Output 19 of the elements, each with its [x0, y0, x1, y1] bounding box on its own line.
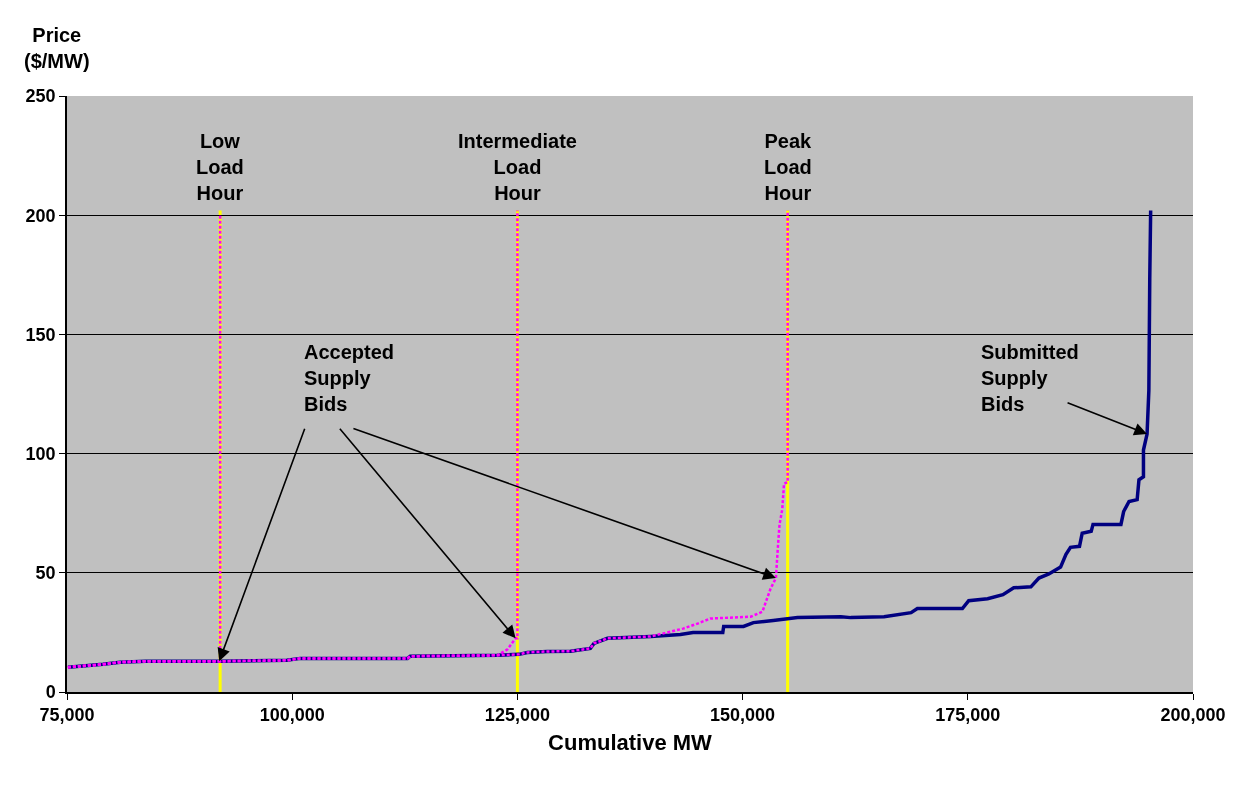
x-tick-label: 75,000 [39, 705, 95, 726]
y-tick-label: 250 [25, 86, 56, 107]
y-tick-label: 50 [35, 563, 56, 584]
x-tick-label: 200,000 [1160, 705, 1226, 726]
x-tick-label: 100,000 [259, 705, 325, 726]
x-tick-label: 125,000 [484, 705, 550, 726]
annotation: Submitted Supply Bids [981, 341, 1079, 415]
ref-line-label: Low Load Hour [196, 130, 244, 204]
ref-line-label: Peak Load Hour [764, 130, 813, 204]
x-axis-title: Cumulative MW [548, 729, 713, 755]
y-axis-title: Price ($/MW) [24, 24, 90, 72]
y-tick-label: 200 [25, 205, 56, 226]
ref-line-label: Intermediate Load Hour [458, 130, 577, 204]
y-tick-label: 150 [25, 324, 56, 345]
y-tick-label: 0 [45, 682, 56, 703]
y-tick-label: 100 [25, 443, 56, 464]
x-tick-label: 175,000 [935, 705, 1001, 726]
x-tick-label: 150,000 [710, 705, 776, 726]
annotation: Accepted Supply Bids [304, 341, 395, 415]
